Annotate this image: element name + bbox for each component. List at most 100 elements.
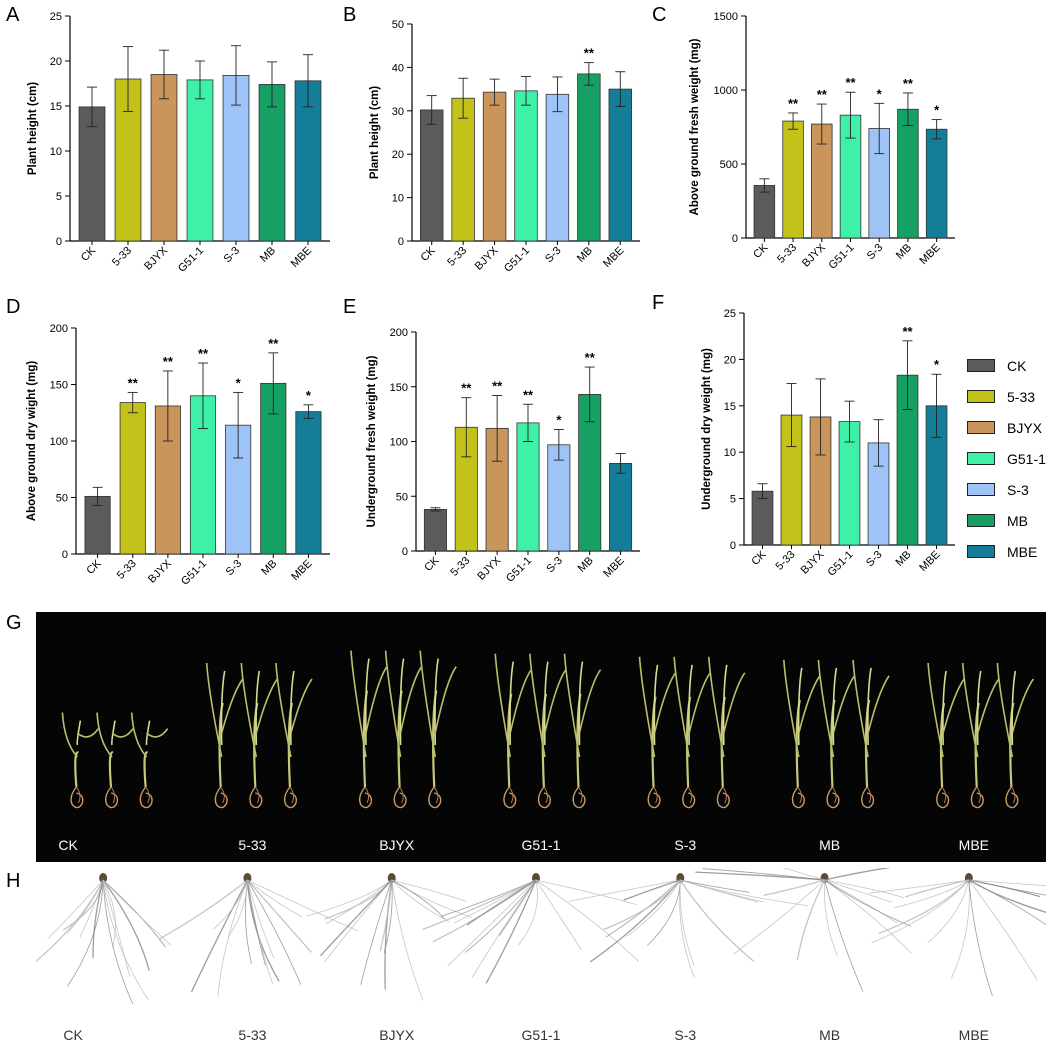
x-tick-label: CK <box>84 557 104 577</box>
x-tick-label: MBE <box>289 558 314 583</box>
root-label-bjyx: BJYX <box>379 1027 415 1043</box>
bar-g51-1 <box>516 422 540 552</box>
root-label-5-33: 5-33 <box>238 1027 266 1043</box>
bar-ck <box>84 495 111 555</box>
root-label-ck: CK <box>63 1027 83 1043</box>
x-tick-label: MBE <box>601 245 626 270</box>
seedling-group-g51-1 <box>494 653 602 809</box>
legend-swatch-s-3 <box>967 483 995 496</box>
significance-label: ** <box>268 336 279 351</box>
y-tick-label: 1000 <box>714 85 738 97</box>
x-tick-label: BJYX <box>475 554 503 582</box>
x-tick-label: CK <box>79 244 99 264</box>
x-tick-label: 5-33 <box>445 245 469 269</box>
y-tick-label: 100 <box>390 437 408 449</box>
chart-f-under-dry-weight: 0 5 10 15 20 25 Underground dry weight (mg) CK 5… <box>701 308 955 579</box>
legend-item-g51-1: G51-1 <box>967 443 1046 474</box>
chart-c-above-fresh-weight: 0 500 1000 1500 Above ground fresh weight (m… <box>689 11 955 272</box>
seedling-group-5-33 <box>205 662 313 809</box>
bar-ck <box>751 490 774 546</box>
y-tick-label: 200 <box>50 323 68 335</box>
significance-label: * <box>934 103 940 118</box>
bar-5-33 <box>119 402 146 555</box>
legend-label-5-33: 5-33 <box>1007 388 1036 405</box>
significance-label: ** <box>585 350 596 365</box>
panel-letter-f: F <box>652 292 665 314</box>
bar-mb <box>577 73 601 242</box>
legend-item-bjyx: BJYX <box>967 412 1046 443</box>
y-tick-label: 30 <box>392 106 404 118</box>
x-tick-label: 5-33 <box>448 555 472 579</box>
x-tick-label: MB <box>894 242 914 262</box>
legend-swatch-g51-1 <box>967 452 995 465</box>
y-tick-label: 500 <box>720 159 738 171</box>
bar-bjyx <box>150 74 178 242</box>
panel-letter-c: C <box>652 4 667 26</box>
seedling-group-bjyx <box>350 650 457 809</box>
x-tick-label: MB <box>576 555 596 575</box>
seedling-label-bjyx: BJYX <box>379 837 415 853</box>
y-tick-label: 100 <box>50 436 68 448</box>
x-tick-label: G51-1 <box>826 549 856 579</box>
y-tick-label: 0 <box>402 546 408 558</box>
y-axis-title: Above ground fresh weight (mg) <box>689 38 701 215</box>
x-tick-label: BJYX <box>473 244 501 272</box>
y-tick-label: 0 <box>62 549 68 561</box>
bar-ck <box>423 508 447 552</box>
significance-label: * <box>934 357 940 372</box>
significance-label: ** <box>845 75 856 90</box>
significance-label: * <box>556 412 562 427</box>
y-tick-label: 0 <box>398 236 404 248</box>
bar-s-3 <box>547 444 571 552</box>
x-tick-label: G51-1 <box>176 245 206 275</box>
root-group-mb <box>695 858 943 992</box>
x-tick-label: CK <box>749 548 769 568</box>
legend-item-ck: CK <box>967 350 1046 381</box>
legend-item-mbe: MBE <box>967 536 1046 567</box>
bar-mb <box>897 108 919 239</box>
x-tick-label: CK <box>751 241 771 261</box>
root-group-bjyx <box>306 873 473 1001</box>
bar-mb <box>258 84 286 242</box>
significance-label: ** <box>788 96 799 111</box>
x-tick-label: G51-1 <box>504 555 534 585</box>
root-group-mbe <box>869 873 1052 997</box>
bar-mbe <box>925 128 948 239</box>
significance-label: ** <box>492 379 503 394</box>
x-tick-label: 5-33 <box>775 242 799 266</box>
seedling-photo-drawing: CK 5-33 BJYX G51-1 S-3 MB MBE <box>58 650 1035 853</box>
x-tick-label: G51-1 <box>827 242 857 272</box>
y-tick-label: 150 <box>50 380 68 392</box>
y-tick-label: 5 <box>56 191 62 203</box>
legend-swatch-ck <box>967 359 995 372</box>
significance-label: ** <box>902 324 913 339</box>
x-tick-label: MBE <box>289 245 314 270</box>
chart-a-plant-height: 0 5 10 15 20 25 Plant height (cm) CK 5-33 BJYX G51… <box>27 11 330 275</box>
y-tick-label: 150 <box>390 382 408 394</box>
y-tick-label: 1500 <box>714 11 738 23</box>
y-axis-title: Underground fresh weight (mg) <box>366 355 378 527</box>
y-tick-label: 200 <box>390 327 408 339</box>
seedling-group-mb <box>783 659 890 809</box>
significance-label: ** <box>128 375 139 390</box>
x-tick-label: BJYX <box>142 244 170 272</box>
x-tick-label: BJYX <box>146 557 174 585</box>
seedling-label-ck: CK <box>58 837 78 853</box>
x-tick-label: MB <box>893 549 913 569</box>
significance-label: ** <box>903 76 914 91</box>
seedling-photo: CK 5-33 BJYX G51-1 S-3 MB MBE <box>36 612 1046 862</box>
y-tick-label: 10 <box>392 193 404 205</box>
significance-label: ** <box>461 381 472 396</box>
chart-d-above-dry-weight: 0 50 100 150 200 Above ground dry wight (mg) C… <box>26 323 330 588</box>
y-axis-title: Plant height (cm) <box>27 82 39 175</box>
seedling-label-5-33: 5-33 <box>238 837 266 853</box>
x-tick-label: 5-33 <box>110 245 134 269</box>
chart-legend: CK 5-33 BJYX G51-1 S-3 MB MBE <box>967 350 1046 567</box>
x-tick-label: MB <box>258 245 278 265</box>
x-tick-label: S-3 <box>543 245 564 266</box>
legend-item-s-3: S-3 <box>967 474 1046 505</box>
panel-letter-a: A <box>6 4 20 26</box>
y-tick-label: 25 <box>50 11 62 23</box>
root-label-g51-1: G51-1 <box>522 1027 561 1043</box>
significance-label: ** <box>198 346 209 361</box>
